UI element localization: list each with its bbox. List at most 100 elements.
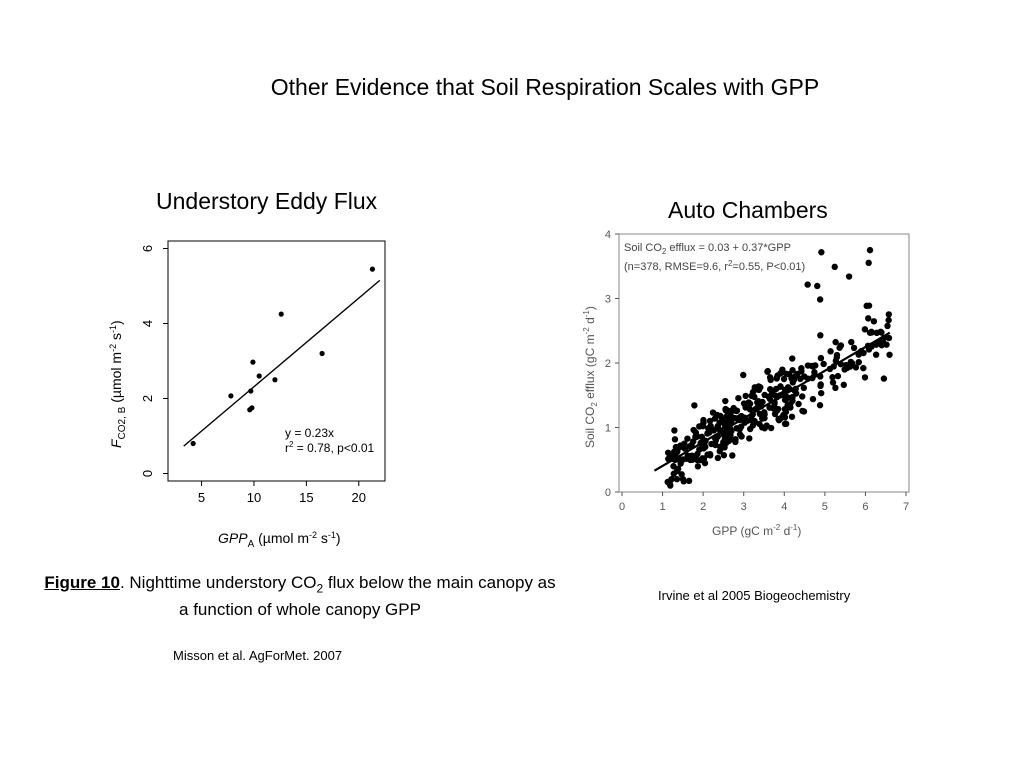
right-data-point (836, 344, 843, 351)
right-data-point (817, 354, 825, 362)
right-data-point (690, 426, 697, 434)
right-data-point (709, 409, 717, 416)
right-data-point (673, 475, 681, 483)
right-data-point (831, 263, 838, 271)
right-x-axis-label: GPP (gC m-2 d-1) (712, 523, 801, 538)
right-data-point (714, 454, 722, 462)
left-equation-line2: r2 = 0.78, p<0.01 (285, 440, 375, 455)
right-data-point (766, 404, 773, 411)
right-data-point (860, 349, 867, 357)
right-data-point (685, 477, 693, 485)
left-data-point (272, 377, 278, 383)
right-reference: Irvine et al 2005 Biogeochemistry (658, 588, 851, 603)
right-y-tick-label: 4 (605, 229, 611, 241)
right-data-point (846, 363, 854, 370)
right-data-point (840, 381, 847, 389)
right-data-point (817, 381, 824, 388)
right-data-point (797, 375, 804, 383)
right-data-point (688, 452, 696, 459)
right-data-point (735, 394, 742, 402)
right-x-tick-label: 6 (862, 501, 868, 513)
right-fit-line (653, 331, 891, 472)
right-data-point (781, 414, 789, 421)
left-reference: Misson et al. AgForMet. 2007 (173, 648, 343, 663)
left-data-point (190, 440, 196, 447)
right-data-point (834, 372, 842, 380)
right-points (664, 246, 893, 489)
right-data-point (865, 315, 872, 322)
right-data-point (861, 374, 869, 381)
right-data-point (886, 351, 893, 358)
figure-caption: Figure 10. Nighttime understory CO2 flux… (44, 573, 556, 620)
right-data-point (885, 311, 893, 318)
left-y-axis-label: FCO2, B (µmol m-2 s-1) (108, 320, 128, 448)
right-data-point (787, 404, 794, 411)
right-data-point (746, 435, 753, 442)
right-data-point (845, 273, 853, 280)
right-data-point (795, 400, 802, 408)
right-data-point (781, 420, 789, 428)
right-data-point (707, 422, 714, 430)
left-data-point (278, 311, 284, 317)
left-data-point (369, 266, 376, 272)
right-data-point (694, 456, 701, 464)
right-data-point (748, 392, 755, 400)
right-data-point (774, 405, 782, 413)
right-data-point (680, 478, 687, 485)
right-data-point (827, 348, 834, 355)
right-data-point (829, 374, 836, 381)
left-y-ticks: 0 2 4 6 (140, 245, 168, 477)
left-y-tick-label: 6 (140, 245, 155, 252)
right-data-point (789, 355, 796, 362)
right-data-point (761, 391, 768, 399)
right-data-point (880, 375, 888, 382)
right-data-point (885, 316, 892, 324)
right-data-point (736, 426, 743, 433)
right-annotation-line2: (n=378, RMSE=9.6, r2=0.55, P<0.01) (624, 259, 805, 273)
right-x-tick-label: 1 (660, 501, 666, 513)
right-data-point (784, 384, 792, 391)
right-data-point (808, 362, 816, 370)
left-x-tick-label: 15 (299, 490, 313, 505)
right-data-point (790, 376, 798, 384)
right-x-tick-label: 0 (619, 501, 625, 513)
right-x-tick-label: 4 (781, 501, 787, 513)
right-data-point (817, 332, 824, 339)
right-data-point (883, 341, 890, 348)
left-x-ticks: 5 10 15 20 (198, 481, 366, 505)
right-data-point (816, 296, 824, 303)
right-x-tick-label: 5 (822, 501, 828, 513)
left-fit-line (183, 279, 381, 447)
slide-title: Other Evidence that Soil Respiration Sca… (270, 74, 820, 100)
right-data-point (725, 437, 732, 445)
right-data-point (788, 413, 796, 420)
right-x-tick-label: 2 (700, 501, 706, 513)
right-data-point (872, 351, 880, 358)
right-data-point (766, 374, 774, 381)
right-y-tick-label: 1 (605, 423, 611, 435)
right-data-point (722, 397, 729, 405)
right-y-tick-label: 2 (605, 358, 611, 370)
right-data-point (866, 246, 874, 254)
right-data-point (832, 338, 839, 346)
right-data-point (742, 392, 749, 400)
left-equation-line1: y = 0.23x (285, 426, 334, 440)
right-data-point (720, 452, 728, 459)
right-data-point (706, 417, 714, 425)
right-data-point (798, 365, 805, 372)
right-data-point (744, 417, 751, 424)
right-data-point (768, 390, 776, 398)
right-data-point (804, 281, 811, 288)
right-data-point (809, 395, 817, 403)
right-data-point (780, 375, 788, 383)
right-data-point (712, 441, 719, 449)
right-data-point (773, 374, 781, 381)
right-data-point (719, 416, 726, 424)
left-y-tick-label: 0 (140, 470, 155, 477)
right-data-point (678, 471, 685, 478)
right-data-point (740, 371, 747, 379)
right-data-point (861, 326, 869, 333)
left-y-tick-label: 4 (140, 320, 155, 327)
right-data-point (829, 379, 837, 386)
